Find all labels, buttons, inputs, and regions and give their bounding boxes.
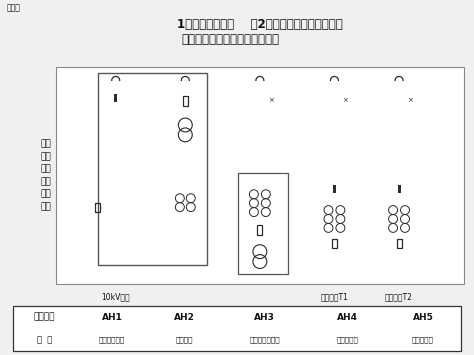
Text: 至变压器T2: 至变压器T2 [385, 292, 413, 301]
Bar [56, 67, 464, 284]
Bar [114, 94, 117, 102]
Bar [257, 225, 262, 235]
Text: ×: × [268, 97, 274, 103]
Bar [238, 174, 288, 274]
Bar [397, 239, 401, 248]
Bar [183, 96, 188, 106]
Text: 电压测量＋主通: 电压测量＋主通 [249, 336, 280, 343]
Bar [95, 203, 100, 212]
Text: 变压
器一
次侧
电气
主接
线图: 变压 器一 次侧 电气 主接 线图 [41, 140, 52, 211]
Text: 用  途: 用 途 [37, 335, 52, 344]
Text: 变压器一次侧采用单母线接线。: 变压器一次侧采用单母线接线。 [181, 33, 279, 47]
Text: AH3: AH3 [255, 313, 275, 322]
Text: 变压器保护: 变压器保护 [337, 336, 358, 343]
Text: 电能计量: 电能计量 [175, 336, 193, 343]
Text: 1、一路外供电源    （2）装有两台或以上变压器: 1、一路外供电源 （2）装有两台或以上变压器 [177, 17, 343, 31]
Text: 续上页: 续上页 [6, 3, 20, 12]
Bar [332, 239, 337, 248]
Text: 设备编号: 设备编号 [34, 313, 55, 322]
Text: AH2: AH2 [174, 313, 195, 322]
Text: 10kV进线: 10kV进线 [101, 292, 130, 301]
Text: ×: × [342, 97, 348, 103]
Text: 电源引入隔离: 电源引入隔离 [99, 336, 125, 343]
Text: AH5: AH5 [412, 313, 433, 322]
Bar [398, 185, 401, 193]
Text: 至变压器T1: 至变压器T1 [320, 292, 348, 301]
Bar [333, 185, 336, 193]
Text: AH4: AH4 [337, 313, 358, 322]
Text: ×: × [407, 97, 413, 103]
Bar [98, 72, 207, 264]
Text: 变压器保护: 变压器保护 [412, 336, 434, 343]
Text: AH1: AH1 [102, 313, 123, 322]
Bar [13, 306, 461, 351]
